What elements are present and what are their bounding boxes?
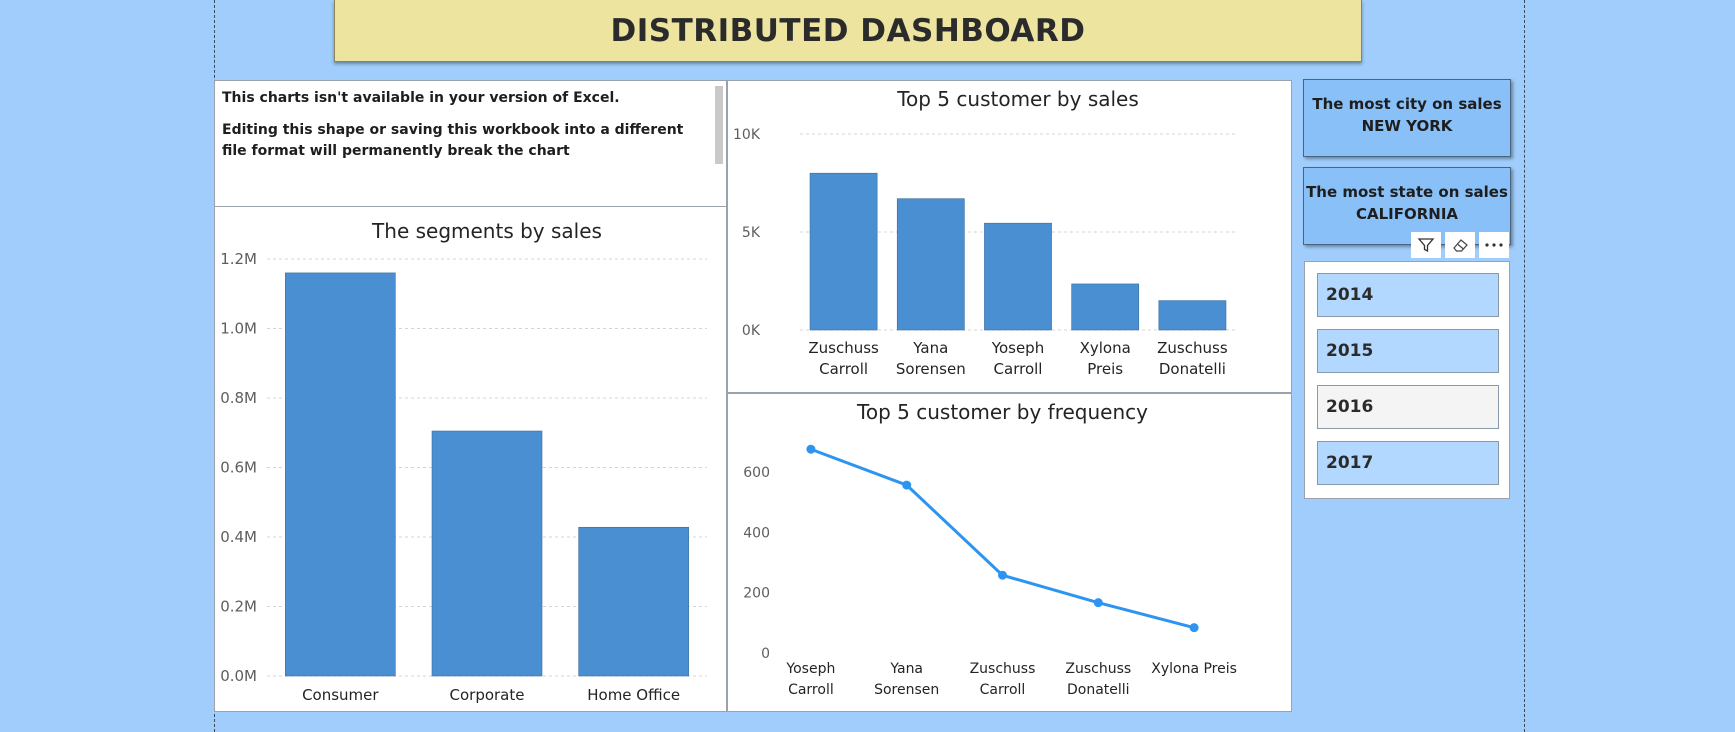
- top-state-label: The most state on sales: [1306, 183, 1508, 201]
- page-guide-right: [1524, 0, 1525, 732]
- year-slicer-item[interactable]: 2016: [1317, 385, 1499, 429]
- segments-chart-panel[interactable]: The segments by sales 0.0M 0.2M 0.4M 0.6M 0.8…: [214, 206, 727, 712]
- eraser-icon: [1453, 239, 1468, 252]
- bar[interactable]: [1158, 300, 1227, 331]
- year-slicer-item[interactable]: 2017: [1317, 441, 1499, 485]
- top-city-label: The most city on sales: [1312, 95, 1502, 113]
- x-category-label: Xylona Preis: [1151, 661, 1237, 677]
- chart-title: Top 5 customer by sales: [896, 87, 1139, 111]
- notice-scrollbar[interactable]: [715, 86, 723, 164]
- year-slicer-item[interactable]: 2014: [1317, 273, 1499, 317]
- y-tick-label: 400: [743, 525, 770, 541]
- year-slicer: 2014 2015 2016 2017: [1304, 261, 1510, 499]
- top-city-card: The most city on sales NEW YORK: [1303, 79, 1511, 157]
- chart-title: The segments by sales: [371, 219, 602, 243]
- x-category-label: Yana Sorensen: [874, 661, 939, 698]
- y-tick-label: 0.0M: [220, 667, 257, 685]
- y-tick-label: 0.8M: [220, 389, 257, 407]
- data-point[interactable]: [998, 570, 1007, 580]
- customer-frequency-chart: Top 5 customer by frequency 0 200 400 600 Yos…: [743, 400, 1237, 698]
- x-category-label: Xylona Preis: [1080, 339, 1131, 378]
- data-point[interactable]: [902, 480, 912, 490]
- y-tick-label: 0.4M: [220, 528, 257, 546]
- x-category-label: Yoseph Carroll: [785, 661, 835, 698]
- y-tick-label: 5K: [742, 225, 761, 241]
- series-line: [810, 447, 1195, 630]
- unsupported-chart-notice[interactable]: This charts isn't available in your vers…: [214, 80, 727, 207]
- y-tick-label: 1.2M: [220, 250, 257, 268]
- data-point[interactable]: [806, 444, 816, 454]
- dashboard-banner: DISTRIBUTED DASHBOARD: [334, 0, 1362, 62]
- x-category-label: Home Office: [587, 686, 680, 704]
- data-point[interactable]: [1189, 623, 1199, 633]
- y-tick-label: 200: [743, 586, 770, 602]
- x-category-label: Yana Sorensen: [896, 339, 966, 378]
- x-category-label: Corporate: [450, 686, 525, 704]
- bar[interactable]: [809, 172, 878, 331]
- dashboard-title: DISTRIBUTED DASHBOARD: [610, 12, 1086, 49]
- y-tick-label: 0K: [742, 323, 761, 339]
- y-tick-label: 10K: [733, 127, 761, 143]
- bar[interactable]: [896, 198, 965, 331]
- notice-line-2: Editing this shape or saving this workbo…: [222, 122, 684, 159]
- x-category-label: Zuschuss Donatelli: [1157, 339, 1228, 378]
- notice-line-1: This charts isn't available in your vers…: [222, 90, 620, 106]
- y-tick-label: 600: [743, 465, 770, 481]
- x-category-label: Yoseph Carroll: [991, 339, 1044, 378]
- year-slicer-item[interactable]: 2015: [1317, 329, 1499, 373]
- segments-chart: The segments by sales 0.0M 0.2M 0.4M 0.6M 0.8…: [220, 219, 707, 704]
- customer-sales-chart: Top 5 customer by sales 0K 5K 10K Zuschuss Ca…: [733, 87, 1236, 378]
- chart-title: Top 5 customer by frequency: [856, 400, 1148, 424]
- customer-sales-chart-panel[interactable]: Top 5 customer by sales 0K 5K 10K Zuschuss Ca…: [727, 80, 1292, 393]
- x-category-label: Zuschuss Donatelli: [1065, 661, 1131, 698]
- x-category-label: Consumer: [302, 686, 379, 704]
- x-category-label: Zuschuss Carroll: [808, 339, 879, 378]
- top-state-value: CALIFORNIA: [1355, 205, 1459, 223]
- bar[interactable]: [1071, 283, 1140, 331]
- slicer-toolbar: [1411, 232, 1513, 258]
- filter-icon: [1417, 238, 1435, 253]
- x-category-label: Zuschuss Carroll: [970, 661, 1036, 698]
- more-options-icon: [1485, 243, 1503, 247]
- y-tick-label: 0.6M: [220, 459, 257, 477]
- bar[interactable]: [431, 430, 543, 677]
- y-tick-label: 1.0M: [220, 320, 257, 338]
- y-tick-label: 0.2M: [220, 598, 257, 616]
- more-options-button[interactable]: [1479, 232, 1509, 258]
- top-city-value: NEW YORK: [1361, 117, 1453, 135]
- bar[interactable]: [285, 272, 396, 677]
- top-state-card: The most state on sales CALIFORNIA: [1303, 167, 1511, 245]
- bar[interactable]: [984, 222, 1052, 331]
- filter-button[interactable]: [1411, 232, 1441, 258]
- data-point[interactable]: [1093, 598, 1103, 608]
- bar[interactable]: [578, 526, 689, 677]
- customer-frequency-chart-panel[interactable]: Top 5 customer by frequency 0 200 400 600 Yos…: [727, 393, 1292, 712]
- y-tick-label: 0: [761, 646, 770, 662]
- clear-selections-button[interactable]: [1445, 232, 1475, 258]
